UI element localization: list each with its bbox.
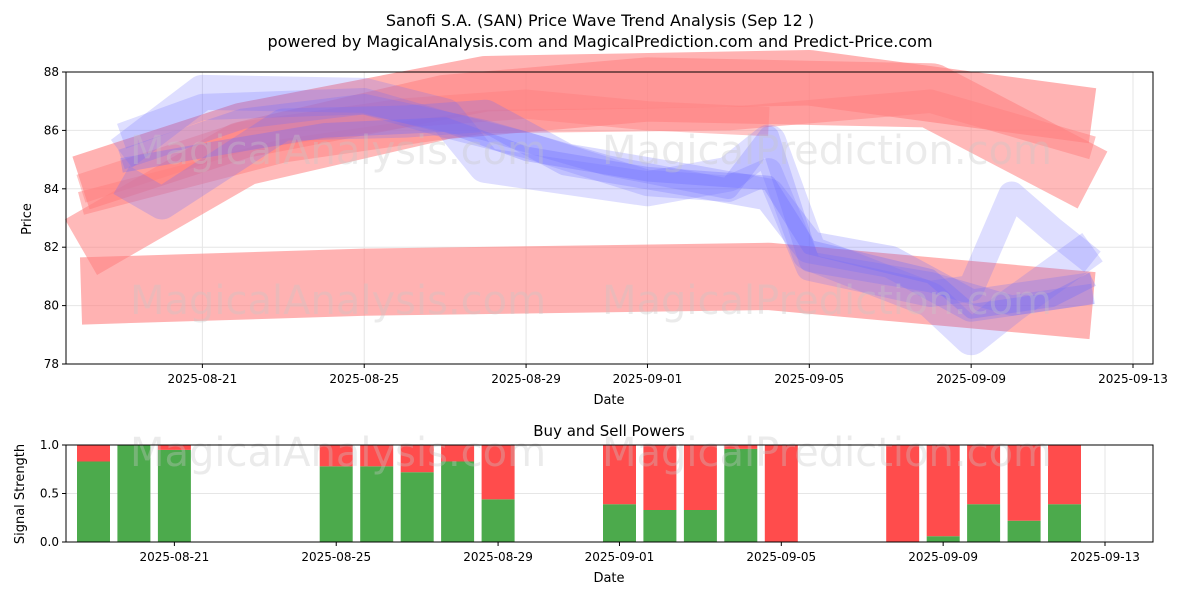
buy-bar xyxy=(643,510,677,542)
buy-sell-x-tick-label: 2025-08-25 xyxy=(301,550,371,564)
buy-bar xyxy=(683,510,717,542)
buy-bar xyxy=(724,448,758,542)
sell-bar xyxy=(1048,445,1081,505)
price-y-axis-label: Price xyxy=(20,203,35,235)
chart-title: Sanofi S.A. (SAN) Price Wave Trend Analy… xyxy=(386,11,814,30)
watermark-prediction-mid: MagicalPrediction.com xyxy=(602,278,1052,324)
blue-wave-band-7 xyxy=(113,99,1095,322)
buy-sell-x-axis-label: Date xyxy=(593,571,624,586)
price-x-tick-label: 2025-09-01 xyxy=(613,372,683,386)
sell-bar xyxy=(481,445,515,500)
buy-bar xyxy=(117,445,151,542)
watermark-analysis-mid: MagicalAnalysis.com xyxy=(130,278,546,324)
sell-bar xyxy=(319,445,353,467)
buy-bar xyxy=(77,461,110,542)
price-x-ticks: 2025-08-21 2025-08-25 2025-08-29 2025-09-01… xyxy=(168,364,1168,386)
buy-sell-x-tick-label: 2025-09-13 xyxy=(1070,550,1140,564)
buy-bar xyxy=(603,504,636,542)
sell-bar xyxy=(724,445,758,449)
watermark-analysis-bottom: MagicalAnalysis.com xyxy=(130,430,546,476)
sell-bar xyxy=(441,445,475,462)
sell-bar xyxy=(603,445,636,505)
buy-sell-y-tick-label: 0.0 xyxy=(40,535,59,549)
buy-sell-y-tick-label: 0.5 xyxy=(40,487,59,501)
buy-sell-x-tick-label: 2025-09-01 xyxy=(585,550,655,564)
buy-bar xyxy=(400,472,434,542)
buy-bar xyxy=(157,449,191,542)
price-x-tick-label: 2025-09-09 xyxy=(936,372,1006,386)
price-x-tick-label: 2025-09-05 xyxy=(774,372,844,386)
price-x-tick-label: 2025-08-21 xyxy=(168,372,238,386)
watermark-prediction-top: MagicalPrediction.com xyxy=(602,128,1052,174)
chart-subtitle: powered by MagicalAnalysis.com and Magic… xyxy=(267,32,932,51)
sell-bar xyxy=(157,445,191,450)
buy-bar xyxy=(1048,504,1081,542)
price-x-tick-label: 2025-08-25 xyxy=(329,372,399,386)
red-wave-band-0 xyxy=(79,242,1096,340)
sell-bar xyxy=(683,445,717,510)
price-x-tick-label: 2025-08-29 xyxy=(491,372,561,386)
buy-sell-title: Buy and Sell Powers xyxy=(533,422,685,440)
buy-bar xyxy=(967,504,1001,542)
sell-bar xyxy=(400,445,434,473)
price-y-tick-label: 86 xyxy=(44,123,59,137)
buy-bar xyxy=(360,466,394,542)
sell-bar xyxy=(643,445,677,510)
price-y-tick-label: 78 xyxy=(44,357,59,371)
price-y-tick-label: 88 xyxy=(44,65,59,79)
buy-sell-plot: Buy and Sell Powers MagicalAnalysis.com … xyxy=(13,422,1154,586)
sell-bar xyxy=(764,445,798,542)
blue-wave-band-5 xyxy=(110,74,1103,356)
price-y-tick-label: 82 xyxy=(44,240,59,254)
buy-bar xyxy=(441,461,475,542)
buy-sell-x-ticks: 2025-08-21 2025-08-25 2025-08-29 2025-09-01… xyxy=(140,542,1140,564)
sell-bar xyxy=(926,445,960,537)
price-bands xyxy=(64,50,1108,356)
buy-bar xyxy=(926,536,960,542)
blue-wave-band-9 xyxy=(120,117,1096,319)
sell-bar xyxy=(886,445,920,542)
sell-bar xyxy=(77,445,110,462)
price-y-ticks: 78 80 82 84 86 88 xyxy=(44,65,66,371)
buy-sell-bars xyxy=(77,445,1081,542)
red-wave-band-3 xyxy=(78,89,1096,215)
buy-sell-x-tick-label: 2025-09-09 xyxy=(908,550,978,564)
buy-sell-x-tick-label: 2025-08-21 xyxy=(140,550,210,564)
price-x-tick-label: 2025-09-13 xyxy=(1098,372,1168,386)
watermark-analysis-top: MagicalAnalysis.com xyxy=(130,128,546,174)
blue-wave-band-6 xyxy=(117,88,1101,308)
sell-bar xyxy=(1007,445,1041,521)
buy-sell-y-axis-label: Signal Strength xyxy=(13,444,28,544)
buy-bar xyxy=(1007,520,1041,542)
price-plot-frame xyxy=(65,71,1154,365)
red-wave-band-4 xyxy=(76,89,770,203)
buy-bar xyxy=(319,466,353,542)
price-y-tick-label: 84 xyxy=(44,182,59,196)
buy-bar xyxy=(481,499,515,542)
sell-bar xyxy=(360,445,394,467)
price-wave-plot: MagicalAnalysis.com MagicalPrediction.co… xyxy=(20,50,1168,408)
blue-wave-band-8 xyxy=(118,93,1094,316)
watermark-prediction-bottom: MagicalPrediction.com xyxy=(602,430,1052,476)
buy-sell-x-tick-label: 2025-08-29 xyxy=(463,550,533,564)
sell-bar xyxy=(967,445,1001,505)
buy-sell-y-tick-label: 1.0 xyxy=(40,438,59,452)
price-x-axis-label: Date xyxy=(593,393,624,408)
buy-sell-x-tick-label: 2025-09-05 xyxy=(746,550,816,564)
buy-sell-y-ticks: 0.0 0.5 1.0 xyxy=(40,438,66,549)
price-y-tick-label: 80 xyxy=(44,299,59,313)
